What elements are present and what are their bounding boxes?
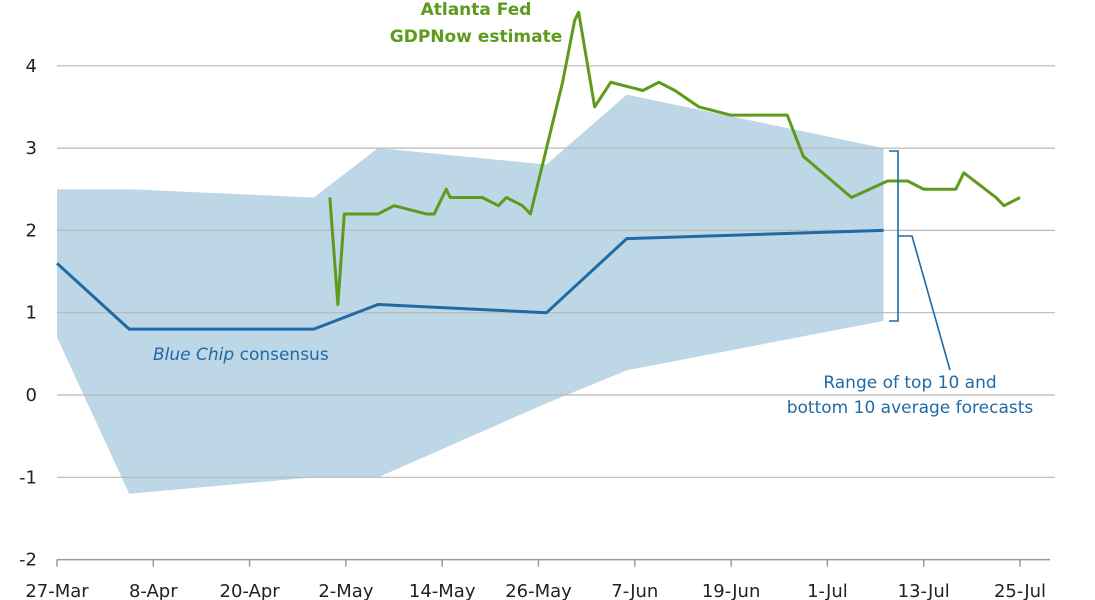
y-axis-ticks: 4 3 2 1 0 -1 -2 [19,56,37,571]
x-tick-label: 2-May [318,581,374,600]
series-lines [55,10,1021,331]
y-tick-label: -2 [19,550,37,571]
x-tick-label: 19-Jun [702,581,761,600]
range-bracket [889,150,899,322]
x-tick-label: 20-Apr [220,581,281,600]
gridlines [57,65,1055,478]
x-tick-label: 7-Jun [611,581,658,600]
gdpnow-label-line2: GDPNow estimate [390,27,563,47]
x-tick-label: 26-May [505,581,572,600]
x-tick-label: 27-Mar [25,581,89,600]
x-tick-label: 13-Jul [898,581,950,600]
range-label-line2: bottom 10 average forecasts [787,398,1034,418]
y-tick-label: 2 [26,220,37,241]
gdpnow-label-line1: Atlanta Fed [421,0,532,20]
x-tick-label: 8-Apr [129,581,178,600]
range-label-line1: Range of top 10 and [823,373,996,393]
bluechip-label-rest: consensus [234,345,329,365]
gdpnow-estimate-line [328,10,1021,306]
x-tick-label: 25-Jul [994,581,1046,600]
x-axis-ticks: 27-Mar 8-Apr 20-Apr 2-May 14-May 26-May 7-Jun 1… [25,559,1046,600]
bluechip-label-italic: Blue Chip [153,345,234,365]
y-tick-label: 4 [26,56,37,77]
y-tick-label: -1 [19,467,37,488]
bluechip-consensus-line [55,228,884,331]
forecast-range-band [57,94,884,494]
range-bracket-lower [898,235,951,371]
x-tick-label: 14-May [409,581,476,600]
y-tick-label: 3 [26,138,37,159]
bluechip-label: Blue Chip consensus [153,345,329,365]
y-tick-label: 0 [26,385,37,406]
x-tick-label: 1-Jul [807,581,848,600]
y-tick-label: 1 [26,303,37,324]
